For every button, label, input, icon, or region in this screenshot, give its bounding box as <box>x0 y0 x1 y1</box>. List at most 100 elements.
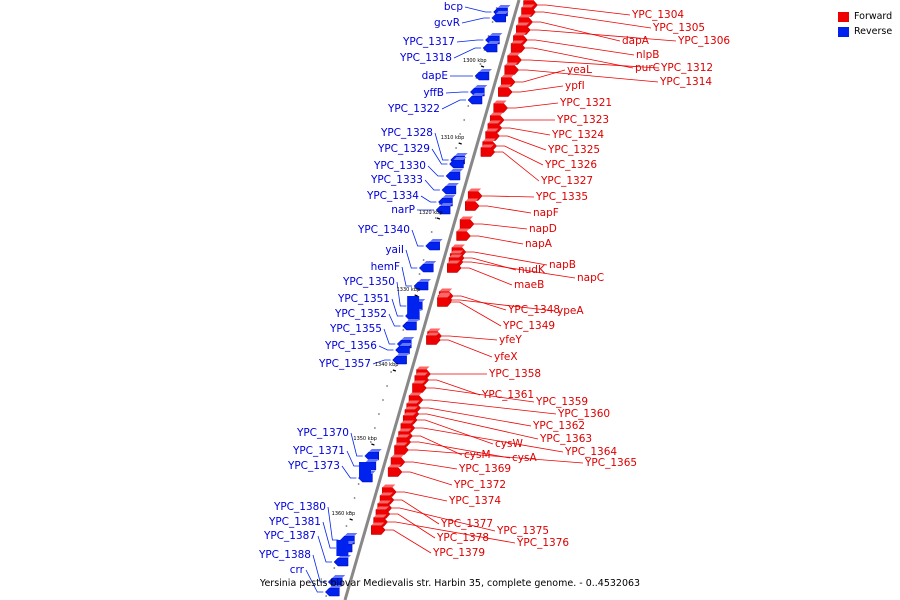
reverse-gene-label: gcvR <box>434 17 460 29</box>
forward-gene-glyph-top <box>501 74 515 78</box>
gene-line <box>463 261 576 279</box>
forward-gene-label: YPC_1312 <box>660 62 713 74</box>
reverse-gene-label: yffB <box>423 87 444 99</box>
gene-line <box>388 313 401 327</box>
gene-line <box>420 407 532 427</box>
gene-line <box>417 419 494 445</box>
gene-line <box>465 251 548 266</box>
reverse-gene-label: YPC_1357 <box>318 358 371 370</box>
track-dot <box>345 525 348 527</box>
gene-line <box>322 521 337 549</box>
forward-gene-glyph-top <box>412 380 426 384</box>
scale-tick <box>371 443 375 446</box>
forward-gene-glyph-top <box>414 372 428 376</box>
reverse-gene-glyph-top <box>368 449 382 452</box>
track-dot <box>402 329 405 331</box>
gene-line <box>494 151 540 182</box>
gene-line <box>372 359 391 365</box>
forward-gene-glyph <box>465 201 480 211</box>
forward-gene-glyph-top <box>468 188 482 192</box>
forward-gene-glyph-top <box>493 100 507 104</box>
gene-line <box>428 379 481 396</box>
reverse-gene-glyph-top <box>453 157 467 160</box>
gene-line <box>305 569 324 593</box>
forward-gene-glyph-top <box>382 484 396 488</box>
forward-gene-glyph-top <box>377 500 391 504</box>
forward-gene-glyph-top <box>375 506 389 510</box>
forward-gene-label: napD <box>529 223 557 235</box>
reverse-gene-label: YPC_1333 <box>370 174 423 186</box>
forward-gene-label: YPC_1348 <box>507 304 560 316</box>
forward-gene-glyph <box>394 445 409 455</box>
gene-line <box>456 39 484 43</box>
gene-line <box>525 47 634 69</box>
gene-line <box>470 235 524 245</box>
gene-line <box>527 39 635 56</box>
forward-gene-label: YPC_1365 <box>584 457 637 469</box>
forward-gene-label: YPC_1377 <box>440 518 493 530</box>
gene-line <box>396 491 448 502</box>
forward-gene-label: napC <box>577 272 604 284</box>
forward-gene-label: YPC_1378 <box>436 532 489 544</box>
gene-line <box>441 335 498 341</box>
reverse-gene-glyph-top <box>401 337 415 340</box>
scale-tick <box>349 518 353 521</box>
gene-line <box>410 441 511 459</box>
gene-line <box>423 399 557 415</box>
forward-gene-glyph-top <box>396 434 410 438</box>
gene-line <box>464 6 492 13</box>
gene-line <box>453 47 482 59</box>
legend-forward-label: Forward <box>854 11 893 22</box>
forward-gene-glyph-top <box>426 332 440 336</box>
track-dot <box>434 217 437 219</box>
forward-gene-label: dapA <box>622 35 650 47</box>
reverse-gene-glyph <box>474 71 490 81</box>
scale-tick <box>436 217 441 220</box>
forward-gene-glyph <box>510 43 526 53</box>
reverse-gene-label: YPC_1388 <box>258 549 311 561</box>
reverse-gene-label: YPC_1317 <box>402 36 455 48</box>
gene-line <box>453 295 507 311</box>
reverse-gene-glyph-top <box>478 69 492 72</box>
reverse-gene-glyph <box>402 321 417 331</box>
forward-gene-glyph <box>459 219 475 229</box>
forward-gene-label: YPC_1321 <box>559 97 612 109</box>
scale-tick <box>392 369 397 372</box>
gene-line <box>378 345 394 351</box>
forward-gene-glyph-top <box>416 366 430 370</box>
gene-line <box>427 165 444 177</box>
forward-gene-glyph-top <box>465 198 479 202</box>
reverse-gene-label: YPC_1352 <box>334 308 387 320</box>
forward-gene-glyph-top <box>449 254 463 258</box>
scale-tick <box>458 142 462 145</box>
gene-line <box>451 301 502 327</box>
forward-gene-label: YPC_1325 <box>547 144 600 156</box>
reverse-gene-glyph-top <box>472 93 485 96</box>
reverse-gene-label: bcp <box>444 1 463 13</box>
reverse-gene-label: YPC_1318 <box>399 52 452 64</box>
forward-gene-glyph-top <box>400 420 414 424</box>
forward-gene-glyph-top <box>504 62 518 66</box>
scale-tick-label: 1350 kbp <box>353 436 377 442</box>
track-dot <box>455 147 457 149</box>
forward-gene-label: YPC_1314 <box>659 76 712 88</box>
forward-gene-label: YPC_1327 <box>540 175 593 187</box>
forward-gene-glyph-top <box>518 14 532 18</box>
reverse-gene-block <box>407 296 420 316</box>
forward-gene-glyph <box>456 231 471 241</box>
track-dot <box>325 595 328 597</box>
forward-gene-glyph-top <box>516 22 530 26</box>
reverse-gene-label: narP <box>391 204 415 216</box>
reverse-gene-label: YPC_1387 <box>263 530 316 542</box>
forward-gene-glyph <box>493 103 509 113</box>
gene-line <box>452 299 556 312</box>
forward-gene-label: yeaL <box>567 64 592 76</box>
forward-gene-label: YPC_1360 <box>557 408 610 420</box>
forward-gene-glyph-top <box>427 328 441 332</box>
gene-line <box>499 135 547 151</box>
gene-line <box>424 179 440 191</box>
forward-gene-glyph-top <box>447 260 461 264</box>
forward-gene-label: napA <box>525 238 553 250</box>
forward-gene-glyph-top <box>523 0 535 1</box>
gene-line <box>474 223 528 230</box>
